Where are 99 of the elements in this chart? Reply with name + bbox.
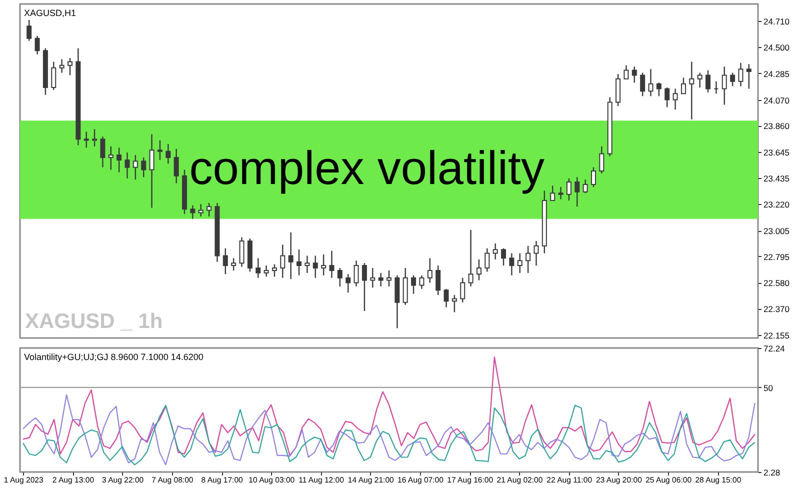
candlestick [648,68,654,97]
candlestick [616,73,621,107]
candlestick [116,147,122,173]
candlestick [256,258,261,278]
annotation: XAGUSD _ 1h [25,310,163,333]
candlestick [509,252,514,276]
candlestick [427,258,432,284]
candlestick [689,61,694,120]
candlestick [468,229,474,288]
candlestick [264,264,269,278]
candlestick [198,204,204,218]
candlestick [141,156,146,178]
candlestick [492,242,498,260]
candlestick [706,70,711,94]
candlestick [501,248,506,266]
candlestick [574,176,580,208]
chart-title: Volantility+GU;UJ;GJ 8.9600 7.1000 14.6200 [24,352,204,362]
candlestick [590,166,596,188]
candlestick [34,35,40,55]
candlestick [304,255,310,274]
y-tick-label: 50 [764,382,774,393]
candlestick [362,262,367,312]
candlestick [722,66,727,106]
candlestick [599,146,604,174]
candlestick [566,178,572,202]
y-tick-label: 23.005 [764,226,790,236]
candlestick [746,64,752,90]
y-tick-label: 22.580 [764,278,790,288]
candlestick [672,88,678,110]
y-tick-label: 2.28 [764,468,780,478]
candlestick [26,19,32,42]
y-tick-label: 24.500 [764,42,790,52]
candlestick [329,250,334,278]
y-tick-label: 22.795 [764,252,790,262]
candlestick [452,294,457,313]
y-tick-label: 23.435 [764,173,790,184]
candlestick [534,240,539,266]
candlestick [526,245,531,274]
candlestick [321,254,326,276]
candlestick [632,66,637,84]
y-tick-label: 24.710 [764,16,790,27]
candlestick [51,61,56,91]
candlestick [149,134,154,208]
candlestick [640,72,646,97]
candlestick [697,72,702,88]
y-tick-label: 23.645 [764,147,790,158]
candlestick [206,202,212,218]
candlestick [312,255,318,278]
candlestick [386,270,392,288]
candlestick [157,140,162,161]
candlestick [656,82,662,97]
y-tick-label: 22.370 [764,304,790,314]
candlestick [166,143,171,164]
candlestick [67,57,72,76]
candlestick [730,72,736,87]
candlestick [92,128,98,148]
candlestick [624,64,629,80]
candlestick [476,258,482,281]
candlestick [411,274,416,294]
candlestick [100,136,106,168]
candlestick [288,232,294,280]
candlestick [550,185,556,202]
candlestick [738,62,744,87]
candlestick [436,264,441,296]
candlestick [231,258,236,272]
candlestick [280,244,286,278]
candlestick [337,267,342,288]
candlestick [419,274,424,290]
candlestick [517,252,522,274]
candlestick [346,274,351,294]
candlestick [582,178,588,194]
candlestick [190,204,196,220]
candlestick [239,236,244,268]
y-tick-label: 72.24 [764,344,786,354]
y-tick-label: 24.070 [764,95,790,106]
band-label: complex volatility [189,140,545,194]
candlestick [296,248,302,276]
y-tick-label: 22.155 [764,330,790,340]
candlestick [222,248,228,275]
candlestick [272,264,277,278]
candlestick [354,260,359,288]
candlestick [664,86,670,108]
candlestick [558,186,564,200]
y-tick-label: 24.285 [764,68,790,79]
candlestick [108,146,114,170]
chart-title: XAGUSD,H1 [24,8,76,18]
candlestick [370,267,376,288]
candlestick [174,148,179,184]
candlestick [132,154,138,180]
candlestick [460,277,466,303]
y-tick-label: 23.220 [764,200,790,210]
candlestick [484,248,490,272]
candlestick [124,152,130,179]
candlestick [59,58,64,74]
y-tick-label: 23.860 [764,121,790,132]
candlestick [378,272,384,288]
candlestick [84,131,89,148]
candlestick [680,77,686,94]
candlestick [444,288,449,308]
